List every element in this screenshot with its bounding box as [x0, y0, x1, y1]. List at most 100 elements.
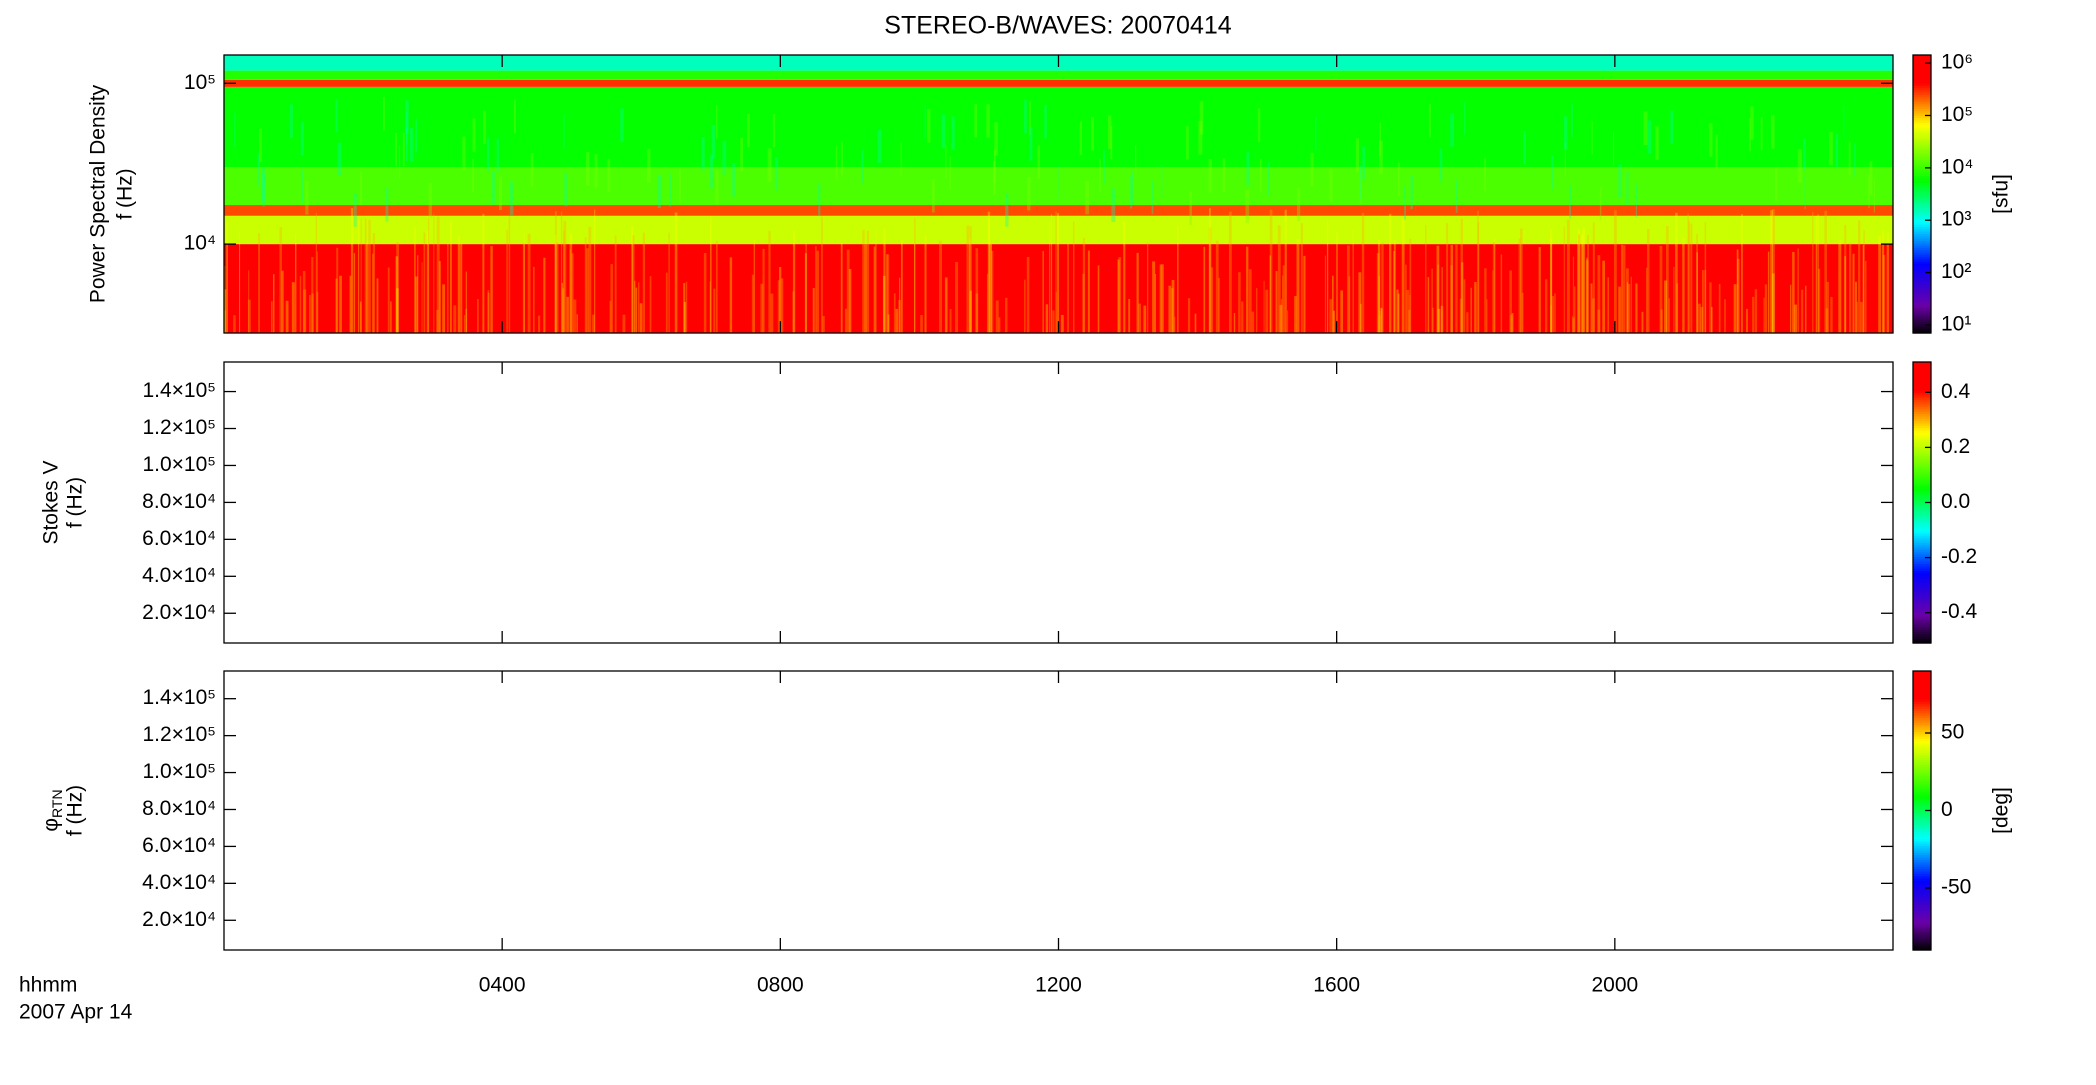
streak [1397, 293, 1400, 333]
spectrogram-band [224, 70, 1893, 80]
streak [1659, 245, 1663, 333]
streak [1587, 234, 1589, 333]
streak [1431, 268, 1433, 333]
colorbar-swatch [1913, 703, 1931, 707]
streak [1260, 158, 1262, 193]
colorbar-swatch [1913, 838, 1931, 842]
colorbar-swatch [1913, 563, 1931, 567]
colorbar-swatch [1913, 607, 1931, 611]
streak [1510, 314, 1513, 333]
streak [382, 97, 385, 131]
streak [861, 150, 864, 184]
streak [368, 219, 371, 333]
colorbar-swatch [1913, 231, 1931, 234]
streak [299, 276, 302, 333]
colorbar-swatch [1913, 840, 1931, 844]
streak [768, 230, 771, 333]
colorbar-swatch [1913, 689, 1931, 693]
colorbar-swatch [1913, 279, 1931, 283]
streak [496, 138, 499, 172]
streak [1450, 113, 1455, 147]
streak [584, 237, 587, 333]
colorbar-swatch [1913, 577, 1931, 581]
streak [1099, 158, 1101, 192]
colorbar-swatch [1913, 919, 1931, 923]
streak [1331, 275, 1334, 333]
streak [1612, 132, 1615, 166]
streak [1511, 313, 1514, 333]
streak [1118, 257, 1122, 333]
colorbar-swatch [1913, 738, 1931, 742]
streak [289, 104, 293, 138]
streak [1626, 282, 1628, 333]
streak [506, 230, 508, 333]
colorbar-swatch [1913, 680, 1931, 684]
streak [554, 234, 557, 333]
colorbar-swatch [1913, 736, 1931, 740]
colorbar-swatch [1913, 575, 1931, 579]
colorbar-swatch [1913, 787, 1931, 791]
streak [1746, 308, 1748, 333]
streak [1829, 132, 1833, 166]
streak [1459, 298, 1463, 333]
colorbar-swatch [1913, 694, 1931, 698]
colorbar-swatch [1913, 507, 1931, 511]
streak [1618, 286, 1621, 333]
streak [1655, 126, 1659, 160]
colorbar-swatch [1913, 850, 1931, 853]
streak [1804, 175, 1806, 210]
streak [1198, 121, 1203, 155]
colorbar-swatch [1913, 432, 1931, 436]
streak [1774, 167, 1778, 202]
streak [1550, 238, 1553, 333]
colorbar-swatch [1913, 305, 1931, 309]
spectrogram-band [224, 215, 1893, 245]
streak [701, 136, 705, 171]
colorbar-swatch [1913, 673, 1931, 677]
streak [1817, 268, 1821, 333]
streak [886, 254, 888, 333]
colorbar-swatch [1913, 894, 1931, 898]
streak [1863, 230, 1865, 333]
streak [1564, 116, 1568, 150]
streak [462, 136, 466, 170]
streak [1597, 309, 1601, 333]
colorbar-swatch [1913, 295, 1931, 299]
streak [975, 248, 979, 333]
streak [989, 241, 992, 333]
streak [302, 271, 306, 333]
streak [563, 220, 567, 333]
streak [387, 267, 390, 333]
colorbar-swatch [1913, 275, 1931, 278]
colorbar-swatch [1913, 868, 1931, 872]
colorbar-swatch [1913, 740, 1931, 744]
streak [966, 225, 970, 333]
colorbar-swatch [1913, 752, 1931, 756]
colorbar-swatch [1913, 448, 1931, 452]
streak [974, 103, 978, 138]
colorbar-tick-label: 0.2 [1941, 435, 1970, 458]
streak [818, 182, 821, 217]
colorbar-swatch [1913, 945, 1931, 949]
streak [1108, 115, 1112, 149]
streak [1566, 219, 1570, 333]
colorbar-swatch [1913, 836, 1931, 839]
colorbar-tick-label: 0 [1941, 798, 1953, 821]
streak [1134, 145, 1137, 179]
streak [1466, 312, 1469, 333]
streak [1228, 211, 1232, 333]
streak [564, 172, 568, 207]
streak [998, 317, 1001, 333]
streak [1152, 261, 1156, 333]
streak [1771, 273, 1775, 333]
streak [1592, 222, 1595, 333]
colorbar-swatch [1913, 378, 1931, 382]
streak [436, 309, 439, 333]
streak [315, 212, 317, 333]
streak [433, 213, 435, 333]
streak [993, 160, 996, 195]
colorbar-swatch [1913, 593, 1931, 597]
colorbar-swatch [1913, 418, 1931, 422]
streak [715, 240, 718, 333]
colorbar-swatch [1913, 640, 1931, 644]
